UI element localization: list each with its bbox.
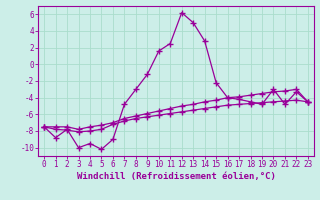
X-axis label: Windchill (Refroidissement éolien,°C): Windchill (Refroidissement éolien,°C): [76, 172, 276, 181]
